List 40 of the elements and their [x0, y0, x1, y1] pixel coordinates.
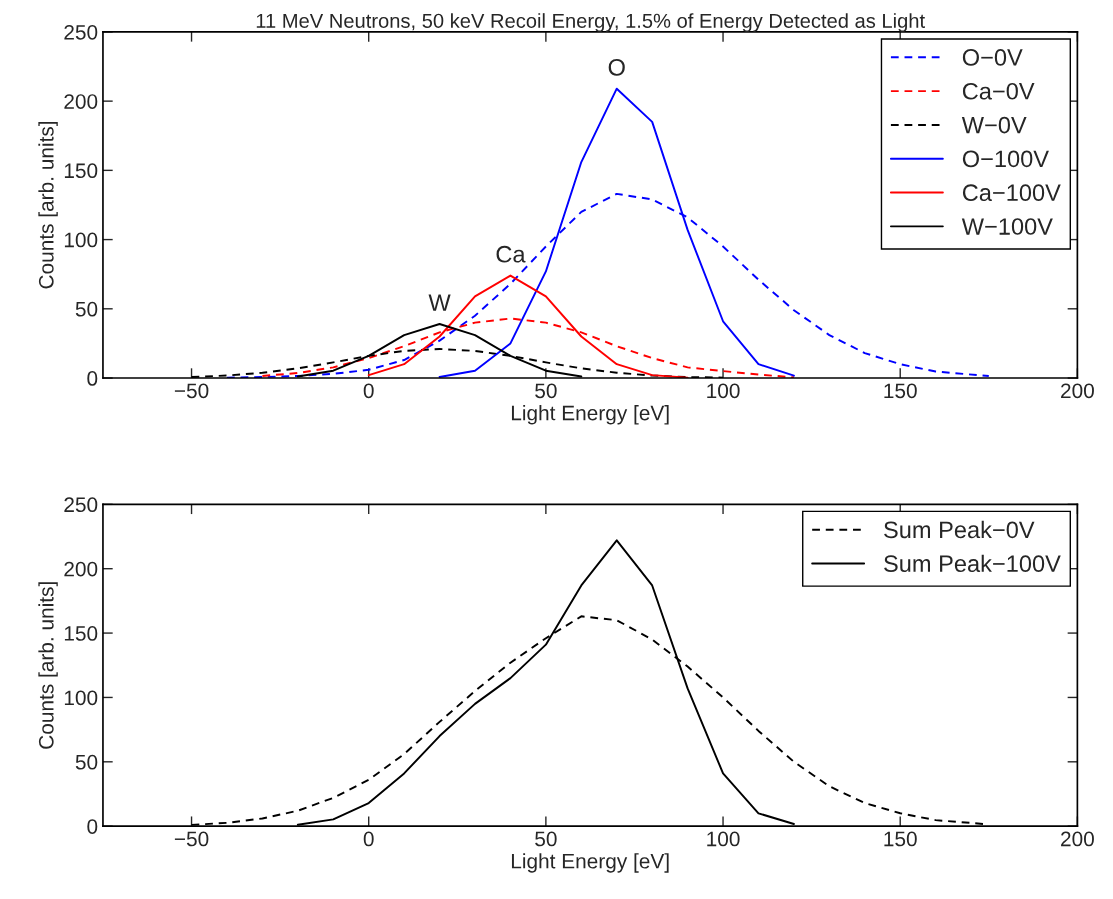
y-tick-label: 50: [75, 754, 98, 770]
y-axis-title: Counts [arb. units]: [38, 121, 58, 289]
legend-label: W−100V: [961, 218, 1053, 235]
x-tick-label: 50: [535, 831, 557, 847]
annotation: O: [608, 58, 625, 76]
legend-label: Sum Peak−0V: [884, 520, 1035, 539]
x-tick-label: 100: [707, 831, 740, 847]
x-axis-title: Light Energy [eV]: [511, 405, 669, 425]
legend-label: Ca−0V: [962, 82, 1035, 100]
y-tick-label: 150: [64, 626, 98, 641]
y-tick-label: 200: [64, 94, 98, 109]
legend-label: Ca−100V: [962, 184, 1061, 202]
y-tick-label: 150: [64, 163, 98, 179]
y-tick-label: 100: [64, 690, 98, 706]
y-tick-label: 100: [64, 232, 98, 248]
x-tick-label: 0: [363, 383, 374, 399]
chart-title: 11 MeV Neutrons, 50 keV Recoil Energy, 1.5% of Energy Detected as Light: [256, 13, 925, 32]
x-axis-title: Light Energy [eV]: [511, 853, 669, 873]
x-tick-label: 150: [884, 831, 917, 847]
x-tick-label: 0: [363, 831, 374, 847]
annotation: W: [428, 294, 451, 311]
x-tick-label: 50: [535, 383, 557, 399]
x-tick-label: 150: [884, 383, 917, 399]
x-tick-label: 200: [1061, 831, 1094, 847]
x-tick-label: −50: [174, 383, 209, 399]
legend-label: O−100V: [962, 150, 1049, 168]
x-tick-label: 100: [707, 383, 740, 399]
y-tick-label: 200: [64, 561, 98, 577]
x-tick-label: 200: [1061, 383, 1094, 399]
legend-label: O−0V: [962, 49, 1023, 66]
y-tick-label: 250: [64, 24, 98, 40]
y-tick-label: 0: [87, 371, 98, 386]
legend-label: W−0V: [961, 116, 1027, 134]
y-tick-label: 250: [64, 497, 98, 513]
y-axis-title: Counts [arb. units]: [38, 582, 58, 749]
legend-label: Sum Peak−100V: [884, 554, 1061, 573]
y-tick-label: 0: [87, 819, 98, 834]
x-tick-label: −50: [174, 831, 209, 847]
y-tick-label: 50: [75, 301, 98, 317]
annotation: Ca: [496, 245, 526, 263]
